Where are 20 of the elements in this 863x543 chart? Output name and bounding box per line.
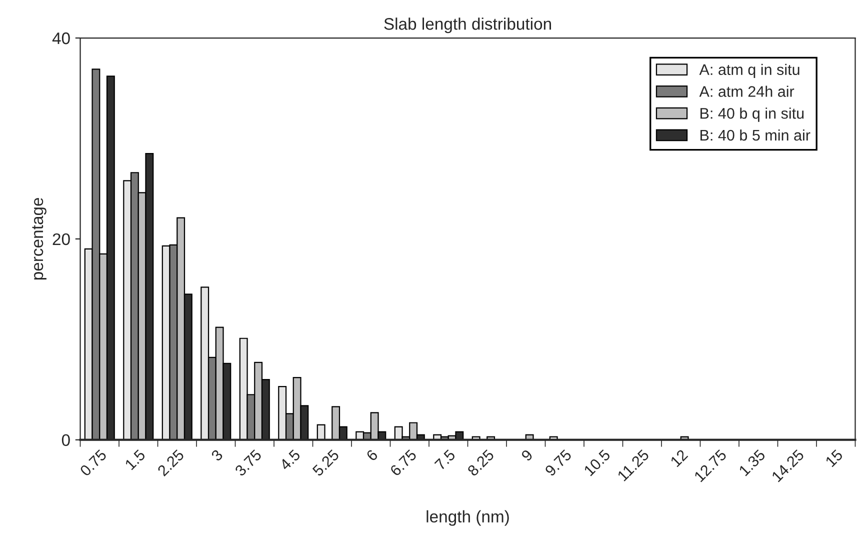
x-tick-label: 6.75 (389, 448, 418, 477)
chart-title: Slab length distribution (384, 18, 551, 34)
x-tick-label: 9 (520, 448, 534, 462)
x-tick-label: 4.5 (279, 449, 301, 471)
x-tick-label: 3 (210, 448, 224, 462)
legend-label: A: atm q in situ (699, 64, 800, 78)
x-tick-label: 15 (825, 449, 844, 468)
x-tick-label: 1.5 (124, 449, 146, 470)
y-tick-label: 20 (52, 233, 70, 246)
legend-label: A: atm 24h air (699, 86, 794, 97)
x-tick-label: 6 (366, 448, 378, 462)
x-tick-label: 12 (670, 448, 688, 468)
y-tick-label: 40 (52, 32, 70, 44)
legend-label: B: 40 b 5 min air (700, 129, 810, 141)
x-tick-label: 7.5 (434, 449, 456, 471)
legend-label: B: 40 b q in situ (700, 108, 804, 122)
x-axis-title: length (nm) (426, 510, 509, 526)
y-tick-label: 0 (62, 434, 70, 446)
y-axis-title: percentage (32, 198, 46, 280)
bar (316, 424, 326, 440)
